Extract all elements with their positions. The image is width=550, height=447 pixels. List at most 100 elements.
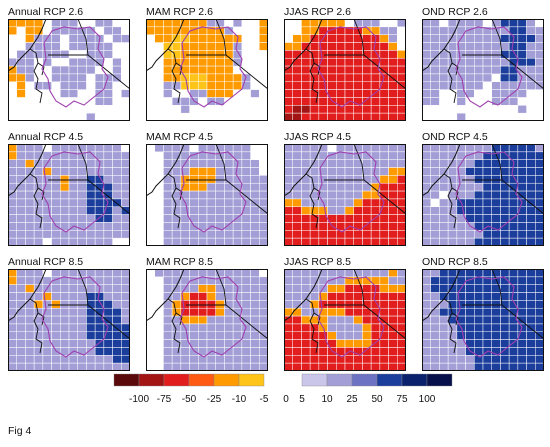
grid-cell	[16, 230, 26, 239]
grid-cell	[189, 57, 199, 67]
grid-cell	[215, 198, 225, 208]
grid-cell	[491, 206, 501, 215]
grid-cell	[379, 42, 389, 51]
grid-cell	[370, 331, 381, 340]
grid-cell	[327, 315, 337, 325]
grid-cell	[362, 159, 372, 168]
grid-cell	[439, 151, 449, 160]
grid-cell	[232, 42, 243, 51]
grid-cell	[68, 269, 78, 278]
grid-cell	[422, 81, 431, 90]
grid-cell	[430, 331, 440, 340]
grid-cell	[397, 307, 406, 317]
grid-cell	[301, 182, 311, 192]
grid-cell	[33, 42, 44, 51]
legend-swatch	[401, 373, 428, 387]
grid-cell	[103, 182, 113, 192]
grid-cell	[112, 34, 122, 43]
grid-cell	[430, 237, 440, 246]
grid-cell	[250, 230, 260, 239]
map-grid	[146, 269, 268, 371]
grid-cell	[8, 73, 17, 83]
grid-cell	[163, 347, 173, 356]
grid-cell	[42, 300, 52, 309]
grid-cell	[474, 315, 484, 325]
grid-cell	[171, 331, 182, 340]
grid-cell	[535, 34, 544, 43]
grid-cell	[224, 230, 234, 239]
grid-cell	[526, 175, 536, 184]
grid-cell	[51, 315, 61, 325]
grid-cell	[336, 190, 346, 200]
grid-cell	[8, 284, 17, 293]
grid-cell	[51, 284, 61, 293]
grid-cell	[8, 222, 17, 231]
grid-cell	[344, 198, 354, 208]
grid-cell	[112, 159, 122, 168]
grid-cell	[517, 276, 527, 285]
grid-cell	[163, 214, 173, 223]
grid-cell	[482, 159, 492, 168]
grid-cell	[500, 89, 510, 98]
grid-cell	[517, 307, 527, 317]
grid-cell	[42, 362, 52, 371]
grid-cell	[33, 206, 44, 215]
grid-cell	[397, 89, 406, 98]
grid-cell	[51, 355, 61, 364]
grid-cell	[215, 182, 225, 192]
grid-cell	[94, 331, 105, 340]
grid-cell	[25, 182, 35, 192]
grid-cell	[215, 292, 225, 301]
grid-cell	[526, 339, 536, 348]
grid-cell	[259, 175, 268, 184]
grid-cell	[33, 300, 44, 309]
grid-cell	[68, 198, 78, 208]
grid-cell	[68, 355, 78, 364]
grid-cell	[327, 230, 337, 239]
grid-cell	[206, 355, 216, 364]
grid-cell	[103, 339, 113, 348]
grid-cell	[474, 331, 484, 340]
grid-cell	[284, 206, 293, 215]
grid-cell	[439, 73, 449, 83]
grid-cell	[232, 167, 243, 176]
legend-swatch	[238, 373, 265, 387]
grid-cell	[353, 198, 363, 208]
grid-cell	[430, 159, 440, 168]
grid-cell	[301, 362, 311, 371]
grid-cell	[103, 230, 113, 239]
grid-cell	[500, 198, 510, 208]
grid-cell	[121, 276, 130, 285]
grid-cell	[180, 347, 190, 356]
grid-cell	[224, 237, 234, 246]
grid-cell	[422, 26, 431, 35]
grid-cell	[474, 81, 484, 90]
grid-cell	[362, 19, 372, 28]
country-border	[29, 144, 130, 229]
grid-cell	[94, 230, 105, 239]
grid-cell	[336, 300, 346, 309]
grid-cell	[447, 237, 458, 246]
grid-cell	[163, 362, 173, 371]
grid-cell	[284, 50, 293, 59]
grid-cell	[397, 19, 406, 28]
grid-cell	[180, 300, 190, 309]
grid-cell	[284, 159, 293, 168]
grid-cell	[163, 315, 173, 325]
grid-cell	[198, 19, 208, 28]
grid-cell	[388, 339, 398, 348]
grid-cell	[517, 159, 527, 168]
grid-cell	[422, 362, 431, 371]
grid-cell	[301, 206, 311, 215]
map-grid	[422, 144, 544, 246]
legend-swatch	[138, 373, 165, 387]
grid-cell	[422, 331, 431, 340]
grid-cell	[86, 315, 96, 325]
grid-cell	[447, 198, 458, 208]
grid-cell	[535, 214, 544, 223]
grid-cell	[215, 230, 225, 239]
grid-cell	[206, 65, 216, 75]
grid-cell	[301, 307, 311, 317]
grid-cell	[206, 73, 216, 83]
legend-swatch	[426, 373, 453, 387]
